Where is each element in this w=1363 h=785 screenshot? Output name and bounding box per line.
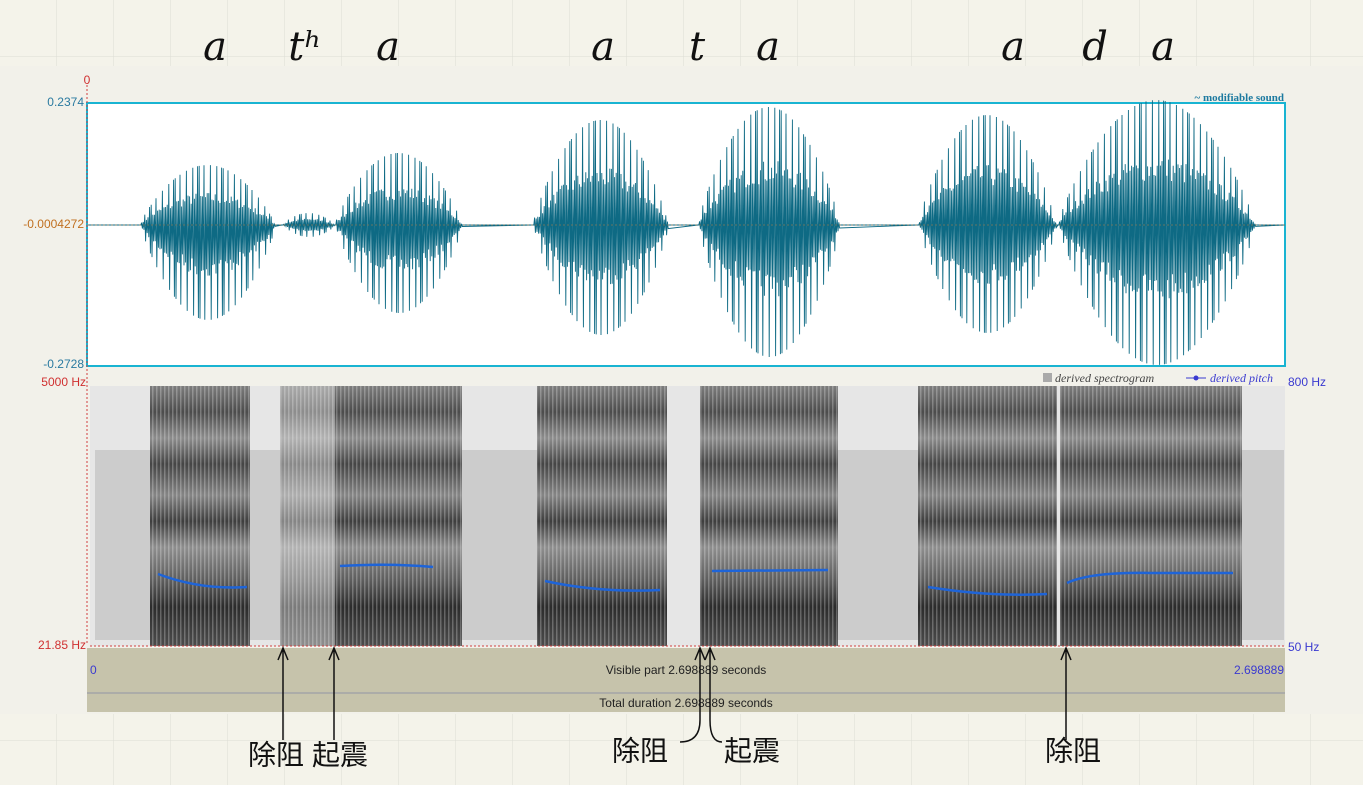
pitch-contour [544, 579, 661, 592]
spectrogram-legend: derived spectrogram [1055, 371, 1155, 385]
sound-title: ~ modifiable sound [1195, 92, 1284, 104]
amplitude-top: 0.2374 [47, 95, 84, 109]
amplitude-middle: -0.0004272 [23, 217, 84, 231]
waveform-trace [90, 100, 1286, 365]
cursor-time: 0 [84, 73, 91, 87]
visible-start: 0 [90, 663, 97, 677]
handwritten-label: d [1082, 24, 1108, 70]
noise [838, 450, 918, 640]
amplitude-bottom: -0.2728 [43, 357, 84, 371]
pitch-top: 800 Hz [1288, 375, 1326, 389]
pitch-contour [711, 568, 829, 573]
annotation: 除阻 [1045, 735, 1101, 768]
annotation: 除阻 [248, 739, 304, 772]
noise [462, 450, 537, 640]
glottal-striations [918, 386, 1057, 646]
handwritten-label: a [1001, 24, 1025, 70]
arrow [277, 646, 289, 740]
arrow [1060, 646, 1072, 740]
handwritten-label: a [376, 24, 400, 70]
noise [95, 450, 150, 640]
handwritten-label: a [591, 24, 615, 70]
handwritten-label: a [203, 24, 227, 70]
legend-dot [1193, 375, 1199, 381]
annotation-arrows [277, 646, 1072, 743]
glottal-striations [335, 386, 462, 646]
handwritten-labels: a tʰ a a t a a d a [203, 24, 1175, 70]
glottal-striations [150, 386, 250, 646]
pitch-legend: derived pitch [1210, 371, 1273, 385]
pitch-contour [927, 585, 1048, 596]
handwritten-label: a [756, 24, 780, 70]
visible-part: Visible part 2.698889 seconds [606, 663, 767, 677]
arrow [679, 646, 706, 743]
arrow [704, 646, 723, 743]
frequency-top: 5000 Hz [41, 375, 86, 389]
noise [1242, 450, 1284, 640]
handwritten-label: tʰ [288, 24, 321, 70]
total-bar[interactable] [87, 694, 1285, 712]
noise [250, 450, 280, 640]
pitch-contours [157, 563, 1233, 596]
annotation: 除阻 [612, 735, 668, 768]
visible-end: 2.698889 [1234, 663, 1284, 677]
handwritten-label: t [689, 24, 706, 70]
glottal-striations [700, 386, 838, 646]
annotation: 起震 [312, 739, 368, 772]
glottal-striations [1060, 386, 1242, 646]
total-duration: Total duration 2.698889 seconds [599, 696, 772, 710]
handwritten-label: a [1151, 24, 1175, 70]
glottal-striations [280, 386, 335, 646]
arrow [328, 646, 340, 740]
legend-icon [1043, 373, 1052, 382]
frequency-bottom: 21.85 Hz [38, 638, 86, 652]
annotation: 起震 [724, 735, 780, 768]
pitch-contour [1066, 571, 1233, 585]
pitch-contour [157, 572, 248, 589]
spectrogram-vowels [95, 386, 1284, 646]
pitch-contour [339, 563, 434, 569]
pitch-bottom: 50 Hz [1288, 640, 1319, 654]
glottal-striations [537, 386, 667, 646]
